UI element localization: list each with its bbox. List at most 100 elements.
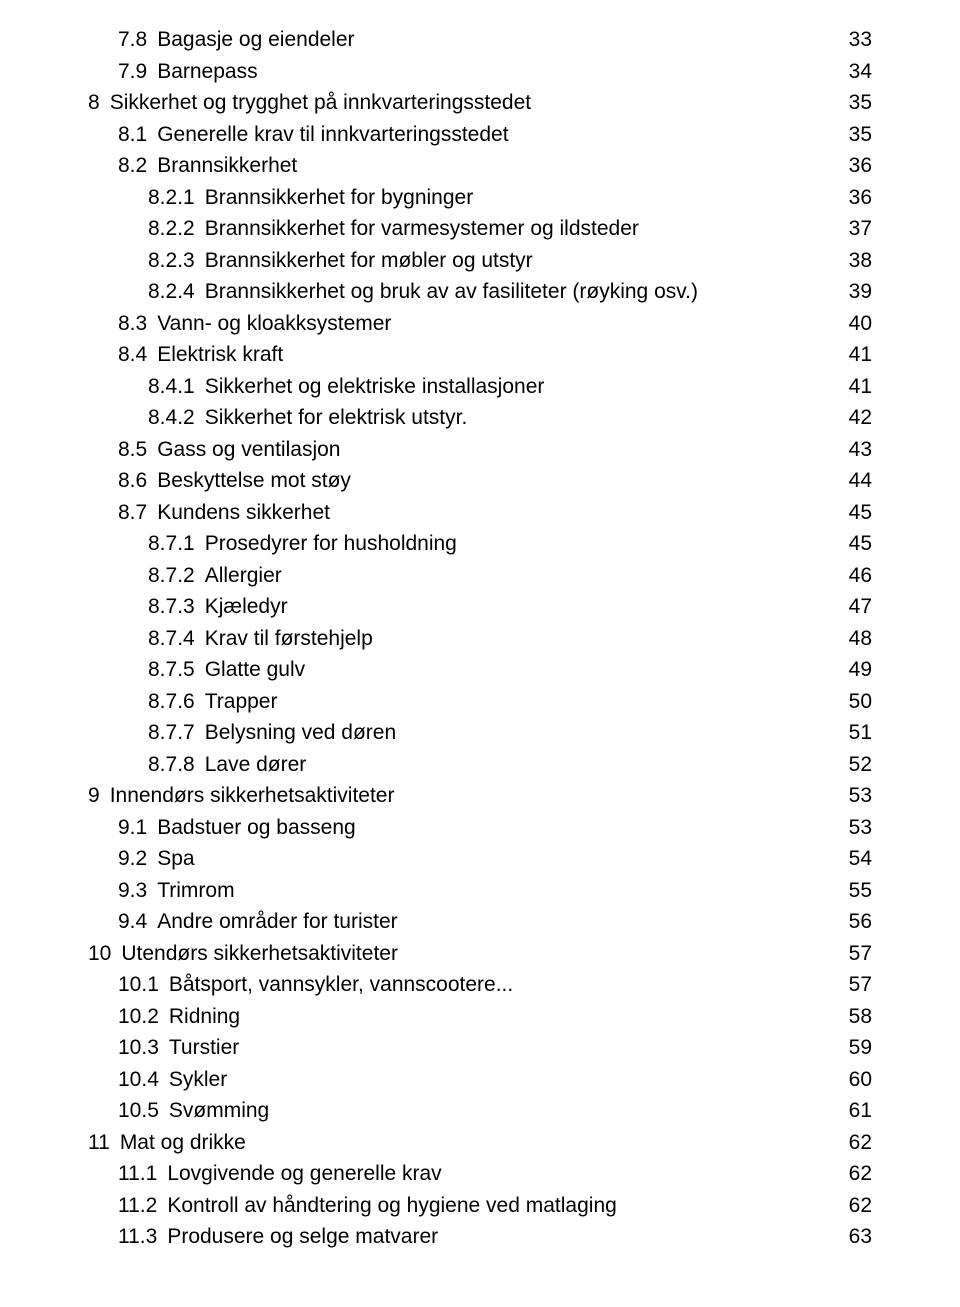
toc-entry-number: 8.2 xyxy=(118,150,157,182)
toc-entry-title: Barnepass xyxy=(157,56,257,88)
toc-entry-title: Gass og ventilasjon xyxy=(157,434,340,466)
toc-entry-number: 8.7.6 xyxy=(148,686,205,718)
toc-entry: 11.3Produsere og selge matvarer63 xyxy=(88,1221,872,1253)
toc-entry: 8.7Kundens sikkerhet45 xyxy=(88,497,872,529)
toc-entry-page: 39 xyxy=(849,276,872,308)
toc-entry: 8.4.1Sikkerhet og elektriske installasjo… xyxy=(88,371,872,403)
toc-entry: 8.2.1Brannsikkerhet for bygninger 36 xyxy=(88,182,872,214)
toc-entry: 11.2Kontroll av håndtering og hygiene ve… xyxy=(88,1190,872,1222)
toc-entry-page: 45 xyxy=(849,528,872,560)
toc-entry-title: Generelle krav til innkvarteringsstedet xyxy=(157,119,508,151)
toc-entry-number: 8.4.1 xyxy=(148,371,205,403)
toc-entry-page: 50 xyxy=(849,686,872,718)
toc-entry-page: 57 xyxy=(849,969,872,1001)
toc-entry-number: 11.1 xyxy=(118,1158,167,1190)
toc-entry-page: 58 xyxy=(849,1001,872,1033)
toc-entry-page: 54 xyxy=(849,843,872,875)
toc-entry-page: 42 xyxy=(849,402,872,434)
toc-entry-page: 62 xyxy=(849,1127,872,1159)
toc-entry-number: 8.7 xyxy=(118,497,157,529)
toc-entry-number: 8.7.4 xyxy=(148,623,205,655)
toc-entry-number: 10.1 xyxy=(118,969,169,1001)
toc-entry-page: 55 xyxy=(849,875,872,907)
toc-entry-page: 44 xyxy=(849,465,872,497)
toc-entry-number: 8 xyxy=(88,87,110,119)
toc-entry-number: 10.4 xyxy=(118,1064,169,1096)
toc-entry-title: Lovgivende og generelle krav xyxy=(167,1158,441,1190)
toc-entry-number: 8.6 xyxy=(118,465,157,497)
toc-entry: 8.7.4Krav til førstehjelp 48 xyxy=(88,623,872,655)
toc-entry-title: Badstuer og basseng xyxy=(157,812,355,844)
toc-entry: 9.4Andre områder for turister56 xyxy=(88,906,872,938)
toc-entry-number: 10 xyxy=(88,938,121,970)
toc-entry: 8.7.5Glatte gulv49 xyxy=(88,654,872,686)
toc-entry-number: 11 xyxy=(88,1127,120,1159)
toc-entry: 8.7.6Trapper 50 xyxy=(88,686,872,718)
toc-entry-title: Brannsikkerhet for bygninger xyxy=(205,182,473,214)
toc-entry-title: Sikkerhet og elektriske installasjoner xyxy=(205,371,545,403)
toc-entry: 11.1Lovgivende og generelle krav62 xyxy=(88,1158,872,1190)
toc-entry-title: Brannsikkerhet for varmesystemer og ilds… xyxy=(205,213,639,245)
toc-entry-title: Vann- og kloakksystemer xyxy=(157,308,391,340)
toc-entry-page: 35 xyxy=(849,119,872,151)
toc-entry-page: 52 xyxy=(849,749,872,781)
toc-entry-page: 53 xyxy=(849,780,872,812)
toc-entry-page: 59 xyxy=(849,1032,872,1064)
toc-entry-number: 8.2.1 xyxy=(148,182,205,214)
toc-entry-number: 10.5 xyxy=(118,1095,169,1127)
toc-entry-page: 36 xyxy=(849,182,872,214)
toc-entry-title: Brannsikkerhet xyxy=(157,150,297,182)
toc-entry-page: 48 xyxy=(849,623,872,655)
toc-entry-page: 37 xyxy=(849,213,872,245)
toc-entry-number: 8.7.2 xyxy=(148,560,205,592)
toc-entry-page: 40 xyxy=(849,308,872,340)
toc-entry-page: 53 xyxy=(849,812,872,844)
toc-entry-title: Kjæledyr xyxy=(205,591,288,623)
toc-entry-number: 8.2.4 xyxy=(148,276,205,308)
toc-entry-number: 10.3 xyxy=(118,1032,169,1064)
toc-entry-page: 63 xyxy=(849,1221,872,1253)
toc-entry-title: Prosedyrer for husholdning xyxy=(205,528,457,560)
toc-entry: 8.2Brannsikkerhet 36 xyxy=(88,150,872,182)
toc-entry-page: 47 xyxy=(849,591,872,623)
toc-entry-number: 8.1 xyxy=(118,119,157,151)
toc-entry-page: 33 xyxy=(849,24,872,56)
toc-entry-page: 46 xyxy=(849,560,872,592)
toc-entry-title: Allergier xyxy=(205,560,282,592)
toc-entry-title: Turstier xyxy=(169,1032,239,1064)
toc-entry-number: 8.7.7 xyxy=(148,717,205,749)
toc-entry-title: Bagasje og eiendeler xyxy=(157,24,354,56)
toc-entry-number: 8.5 xyxy=(118,434,157,466)
toc-entry: 10.5Svømming61 xyxy=(88,1095,872,1127)
toc-entry-number: 8.7.5 xyxy=(148,654,205,686)
toc-entry: 10.2Ridning58 xyxy=(88,1001,872,1033)
toc-entry-title: Andre områder for turister xyxy=(157,906,397,938)
toc-entry: 8.5Gass og ventilasjon 43 xyxy=(88,434,872,466)
toc-entry-page: 43 xyxy=(849,434,872,466)
toc-entry-number: 11.2 xyxy=(118,1190,167,1222)
toc-entry-number: 11.3 xyxy=(118,1221,167,1253)
toc-entry-title: Trapper xyxy=(205,686,278,718)
toc-entry: 8.2.4Brannsikkerhet og bruk av av fasili… xyxy=(88,276,872,308)
toc-entry-number: 8.4.2 xyxy=(148,402,205,434)
toc-entry: 8.7.2Allergier 46 xyxy=(88,560,872,592)
toc-entry: 8.3Vann- og kloakksystemer40 xyxy=(88,308,872,340)
toc-entry-page: 36 xyxy=(849,150,872,182)
toc-entry-page: 57 xyxy=(849,938,872,970)
toc-entry-page: 34 xyxy=(849,56,872,88)
toc-entry: 8.7.3Kjæledyr47 xyxy=(88,591,872,623)
toc-entry-number: 8.7.1 xyxy=(148,528,205,560)
toc-entry-title: Svømming xyxy=(169,1095,269,1127)
toc-entry-title: Krav til førstehjelp xyxy=(205,623,373,655)
toc-entry-number: 7.9 xyxy=(118,56,157,88)
toc-entry-page: 38 xyxy=(849,245,872,277)
toc-entry-page: 56 xyxy=(849,906,872,938)
toc-entry-title: Sykler xyxy=(169,1064,227,1096)
toc-entry-number: 9.3 xyxy=(118,875,157,907)
toc-entry: 8.7.8Lave dører52 xyxy=(88,749,872,781)
toc-entry: 8.7.1Prosedyrer for husholdning 45 xyxy=(88,528,872,560)
toc-entry-page: 35 xyxy=(849,87,872,119)
toc-entry-title: Sikkerhet og trygghet på innkvarteringss… xyxy=(110,87,531,119)
toc-entry-title: Elektrisk kraft xyxy=(157,339,283,371)
toc-entry: 10.3Turstier 59 xyxy=(88,1032,872,1064)
